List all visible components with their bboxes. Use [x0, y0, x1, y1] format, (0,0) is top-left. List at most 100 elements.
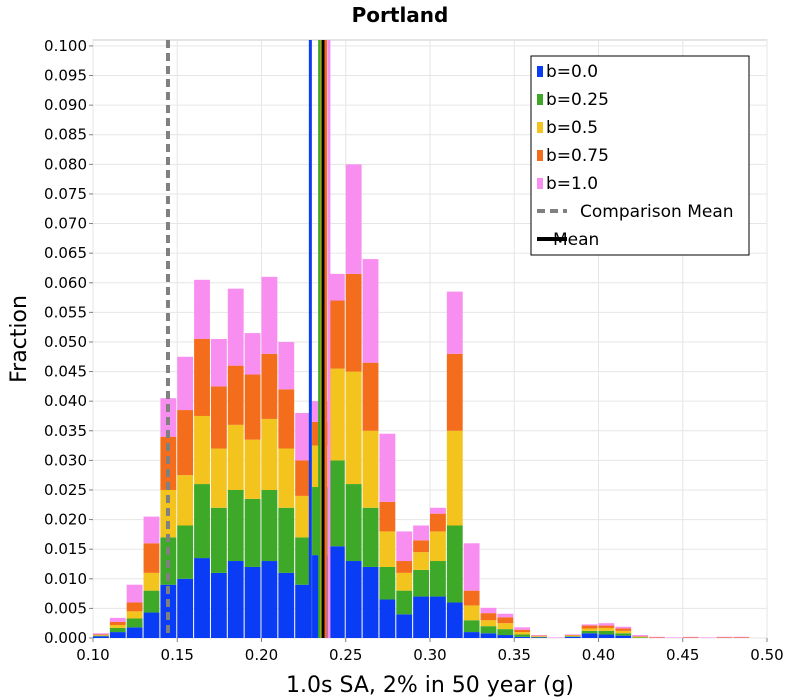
bar-segment [463, 632, 480, 638]
legend-label: b=0.75 [546, 146, 609, 166]
mean-lines [165, 40, 331, 638]
x-axis-ticks: 0.10 0.15 0.20 0.25 0.30 0.35 0.40 0.45 0.50 [76, 638, 784, 664]
y-tick-label: 0.040 [44, 392, 87, 410]
y-tick-label: 0.005 [44, 599, 87, 617]
bar-segment [210, 386, 227, 449]
bar-segment [514, 634, 531, 637]
y-tick-label: 0.010 [44, 570, 87, 588]
y-tick-label: 0.080 [44, 155, 87, 173]
bar-segment [194, 484, 210, 559]
x-tick-label: 0.40 [582, 646, 615, 664]
bar-segment [278, 341, 295, 390]
bar-segment [177, 525, 194, 579]
bar-segment [194, 558, 210, 638]
bar-segment [261, 489, 278, 562]
bar-segment [649, 637, 665, 638]
legend-label: b=1.0 [546, 174, 598, 194]
bar-segment [126, 602, 143, 612]
bar-segment [497, 623, 514, 630]
bar-segment [413, 525, 429, 541]
bar-segment [531, 635, 547, 636]
y-tick-label: 0.045 [44, 363, 87, 381]
bar-segment [177, 410, 194, 476]
bar-segment [143, 516, 160, 544]
bar-segment [463, 620, 480, 633]
x-axis-label: 1.0s SA, 2% in 50 year (g) [286, 673, 574, 698]
bar-segment [93, 633, 109, 635]
bar-segment [598, 625, 615, 628]
bar-segment [413, 552, 429, 570]
bars-group [93, 164, 750, 638]
bar-segment [632, 636, 649, 638]
y-tick-label: 0.075 [44, 185, 87, 203]
legend-label: Comparison Mean [580, 202, 734, 222]
legend-swatch [537, 122, 543, 133]
x-tick-label: 0.50 [750, 646, 783, 664]
y-tick-label: 0.095 [44, 67, 87, 85]
x-tick-label: 0.10 [76, 646, 109, 664]
bar-segment [227, 424, 244, 490]
bar-segment [514, 636, 531, 638]
bar-segment [227, 489, 244, 562]
legend-label: Mean [553, 230, 599, 250]
bar-segment [143, 590, 160, 613]
bar-segment [446, 353, 463, 431]
y-tick-label: 0.090 [44, 96, 87, 114]
bar-segment [328, 460, 345, 547]
bar-segment [177, 578, 194, 638]
bar-segment [564, 635, 581, 637]
bar-segment [93, 636, 109, 638]
bar-segment [126, 584, 143, 603]
bar-segment [531, 636, 547, 637]
bar-segment [362, 259, 379, 363]
bar-segment [497, 635, 514, 638]
y-tick-label: 0.035 [44, 422, 87, 440]
bar-segment [109, 624, 126, 628]
bar-segment [716, 637, 733, 638]
bar-segment [328, 546, 345, 638]
bar-segment [564, 634, 581, 636]
y-tick-label: 0.050 [44, 333, 87, 351]
bar-segment [261, 353, 278, 419]
bar-segment [362, 566, 379, 638]
legend-swatch [537, 178, 543, 189]
bar-segment [194, 339, 210, 416]
bar-segment [430, 513, 446, 532]
bar-segment [413, 540, 429, 553]
bar-segment [177, 356, 194, 411]
bar-segment [328, 368, 345, 461]
bar-segment [379, 531, 396, 567]
bar-segment [93, 635, 109, 637]
bar-segment [278, 572, 295, 638]
bar-segment [345, 484, 362, 562]
bar-segment [531, 636, 547, 638]
bar-segment [227, 561, 244, 638]
bar-segment [598, 630, 615, 635]
bar-segment [194, 415, 210, 485]
bar-segment [345, 561, 362, 638]
bar-segment [379, 501, 396, 532]
bar-segment [278, 507, 295, 573]
bar-segment [210, 507, 227, 573]
bar-segment [615, 633, 632, 636]
bar-segment [126, 611, 143, 619]
bar-segment [581, 625, 598, 629]
bar-segment [682, 637, 699, 638]
bar-segment [345, 164, 362, 274]
bar-segment [244, 498, 261, 567]
y-tick-label: 0.020 [44, 511, 87, 529]
y-tick-label: 0.030 [44, 451, 87, 469]
bar-segment [362, 507, 379, 567]
x-tick-label: 0.35 [498, 646, 531, 664]
bar-segment [615, 628, 632, 631]
bar-segment [396, 561, 413, 573]
x-tick-label: 0.45 [666, 646, 699, 664]
legend-swatch [537, 66, 543, 77]
bar-segment [227, 365, 244, 425]
bar-segment [632, 636, 649, 637]
bar-segment [682, 636, 699, 638]
bar-segment [463, 543, 480, 591]
bar-segment [160, 584, 177, 638]
bar-segment [564, 635, 581, 636]
